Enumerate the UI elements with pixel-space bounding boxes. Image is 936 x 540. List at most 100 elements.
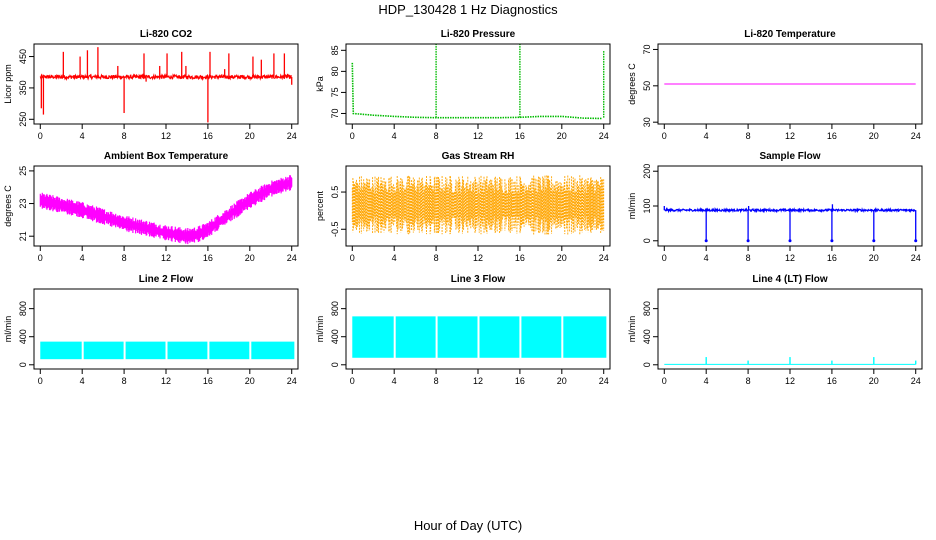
x-tick-label: 8 (122, 131, 127, 141)
x-tick-label: 20 (557, 376, 567, 386)
data-point (830, 239, 834, 243)
y-tick-label: 30 (642, 117, 652, 127)
y-tick-label: 80 (330, 66, 340, 76)
x-tick-label: 24 (911, 253, 921, 263)
x-tick-label: 4 (80, 376, 85, 386)
subplot-3: Li-820 Temperature 0 4 8 12 16 20 24 30 50 70 degre… (627, 29, 923, 141)
x-tick-label: 20 (245, 253, 255, 263)
subplot-title: Li-820 Temperature (744, 29, 836, 40)
y-tick-label: 450 (18, 49, 28, 64)
x-tick-label: 12 (161, 131, 171, 141)
subplot-8: Line 3 Flow 0 4 8 12 16 20 24 0 400 800 ml/min (315, 274, 611, 386)
plot-area (664, 357, 917, 365)
x-tick-label: 8 (746, 376, 751, 386)
series-line (39, 73, 293, 82)
data-block (209, 341, 250, 360)
plot-area (351, 175, 605, 235)
y-tick-label: 0 (18, 362, 28, 367)
y-tick-label: 800 (18, 301, 28, 316)
x-tick-label: 16 (827, 131, 837, 141)
x-axis-label: Hour of Day (UTC) (413, 518, 523, 533)
subplot-title: Line 2 Flow (139, 274, 194, 285)
x-tick-label: 16 (203, 376, 213, 386)
plot-area (351, 44, 605, 120)
x-tick-label: 12 (161, 253, 171, 263)
data-block (125, 341, 166, 360)
x-tick-label: 24 (599, 253, 609, 263)
x-tick-label: 0 (662, 131, 667, 141)
plot-frame (345, 43, 611, 125)
data-block (437, 316, 478, 358)
x-tick-label: 24 (599, 131, 609, 141)
y-tick-label: 400 (18, 329, 28, 344)
plot-area (39, 47, 293, 123)
x-tick-label: 0 (662, 376, 667, 386)
y-tick-label: 85 (330, 45, 340, 55)
data-block (352, 316, 394, 358)
data-block (167, 341, 208, 360)
y-tick-label: 25 (18, 166, 28, 176)
x-tick-label: 20 (869, 376, 879, 386)
data-block (521, 316, 562, 358)
x-tick-label: 24 (911, 131, 921, 141)
y-tick-label: 0 (642, 238, 652, 243)
y-axis-label: percent (315, 190, 325, 221)
y-tick-label: 0 (330, 362, 340, 367)
x-tick-label: 20 (245, 131, 255, 141)
x-tick-label: 24 (287, 376, 297, 386)
x-tick-label: 8 (122, 376, 127, 386)
x-tick-label: 20 (245, 376, 255, 386)
y-axis-label: ml/min (3, 316, 13, 343)
plot-area (40, 341, 295, 360)
x-tick-label: 8 (434, 376, 439, 386)
x-tick-label: 12 (785, 253, 795, 263)
y-tick-label: -0.5 (330, 221, 340, 237)
x-tick-label: 4 (392, 376, 397, 386)
data-block (479, 316, 520, 358)
y-tick-label: 50 (642, 81, 652, 91)
y-tick-label: 23 (18, 199, 28, 209)
x-tick-label: 12 (473, 131, 483, 141)
x-tick-label: 12 (785, 376, 795, 386)
x-tick-label: 16 (203, 253, 213, 263)
y-tick-label: 400 (642, 329, 652, 344)
data-block (251, 341, 295, 360)
x-tick-label: 4 (392, 131, 397, 141)
data-point (788, 239, 792, 243)
x-tick-label: 12 (473, 253, 483, 263)
x-tick-label: 16 (203, 131, 213, 141)
x-tick-label: 4 (704, 376, 709, 386)
x-tick-label: 4 (704, 253, 709, 263)
x-tick-label: 20 (869, 131, 879, 141)
plot-area (39, 175, 293, 245)
subplot-7: Line 2 Flow 0 4 8 12 16 20 24 0 400 800 ml/min (3, 274, 299, 386)
y-tick-label: 800 (642, 301, 652, 316)
y-tick-label: 21 (18, 231, 28, 241)
x-tick-label: 0 (38, 376, 43, 386)
x-tick-label: 24 (911, 376, 921, 386)
y-axis-label: ml/min (627, 316, 637, 343)
x-tick-label: 8 (746, 131, 751, 141)
y-tick-label: 350 (18, 80, 28, 95)
subplot-title: Ambient Box Temperature (104, 151, 229, 162)
subplot-title: Li-820 Pressure (441, 29, 516, 40)
x-tick-label: 0 (38, 131, 43, 141)
y-axis-label: ml/min (315, 316, 325, 343)
x-tick-label: 24 (287, 253, 297, 263)
y-tick-label: 800 (330, 301, 340, 316)
subplot-title: Sample Flow (759, 151, 820, 162)
subplot-1: Li-820 CO2 0 4 8 12 16 20 24 250 350 450 Licor ppm (3, 29, 299, 141)
x-tick-label: 0 (662, 253, 667, 263)
x-tick-label: 16 (827, 376, 837, 386)
figure-title: HDP_130428 1 Hz Diagnostics (378, 2, 558, 17)
x-tick-label: 12 (161, 376, 171, 386)
subplot-title: Li-820 CO2 (140, 29, 193, 40)
y-axis-label: degrees C (3, 185, 13, 227)
x-tick-label: 4 (80, 131, 85, 141)
plot-frame (33, 43, 299, 125)
x-tick-label: 8 (746, 253, 751, 263)
x-tick-label: 4 (392, 253, 397, 263)
y-tick-label: 0.5 (330, 186, 340, 199)
y-axis-label: Licor ppm (3, 64, 13, 104)
x-tick-label: 24 (599, 376, 609, 386)
